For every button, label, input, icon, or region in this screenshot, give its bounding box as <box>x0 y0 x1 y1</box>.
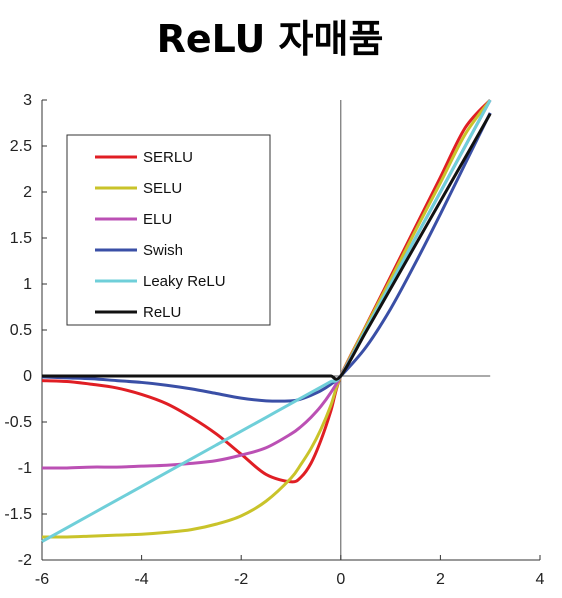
y-tick-label: 1 <box>23 276 32 293</box>
y-tick-label: 0.5 <box>10 322 32 339</box>
legend-label-leaky-relu: Leaky ReLU <box>143 273 226 290</box>
y-tick-label: 2 <box>23 184 32 201</box>
y-tick-label: 3 <box>23 92 32 109</box>
y-tick-label: 1.5 <box>10 230 32 247</box>
legend-label-serlu: SERLU <box>143 149 193 166</box>
series-line-relu <box>42 113 492 381</box>
legend-label-elu: ELU <box>143 211 172 228</box>
y-tick-label: -1.5 <box>4 506 32 523</box>
series-line-selu <box>41 99 492 539</box>
y-tick-label: -1 <box>18 460 32 477</box>
legend-label-relu: ReLU <box>143 304 181 321</box>
legend-label-selu: SELU <box>143 180 182 197</box>
x-tick-label: -4 <box>134 571 148 588</box>
x-tick-label: -2 <box>234 571 248 588</box>
y-tick-label: -2 <box>18 552 32 569</box>
chart-title: ReLU 자매품 <box>156 17 384 61</box>
y-tick-label: -0.5 <box>4 414 32 431</box>
y-tick-label: 0 <box>23 368 32 385</box>
legend-label-swish: Swish <box>143 242 183 259</box>
series-line-leaky-relu <box>41 99 492 543</box>
x-tick-label: 2 <box>436 571 445 588</box>
x-tick-label: 4 <box>536 571 545 588</box>
x-tick-label: 0 <box>336 571 345 588</box>
x-tick-label: -6 <box>35 571 49 588</box>
legend-box <box>66 134 271 326</box>
y-tick-label: 2.5 <box>10 138 32 155</box>
